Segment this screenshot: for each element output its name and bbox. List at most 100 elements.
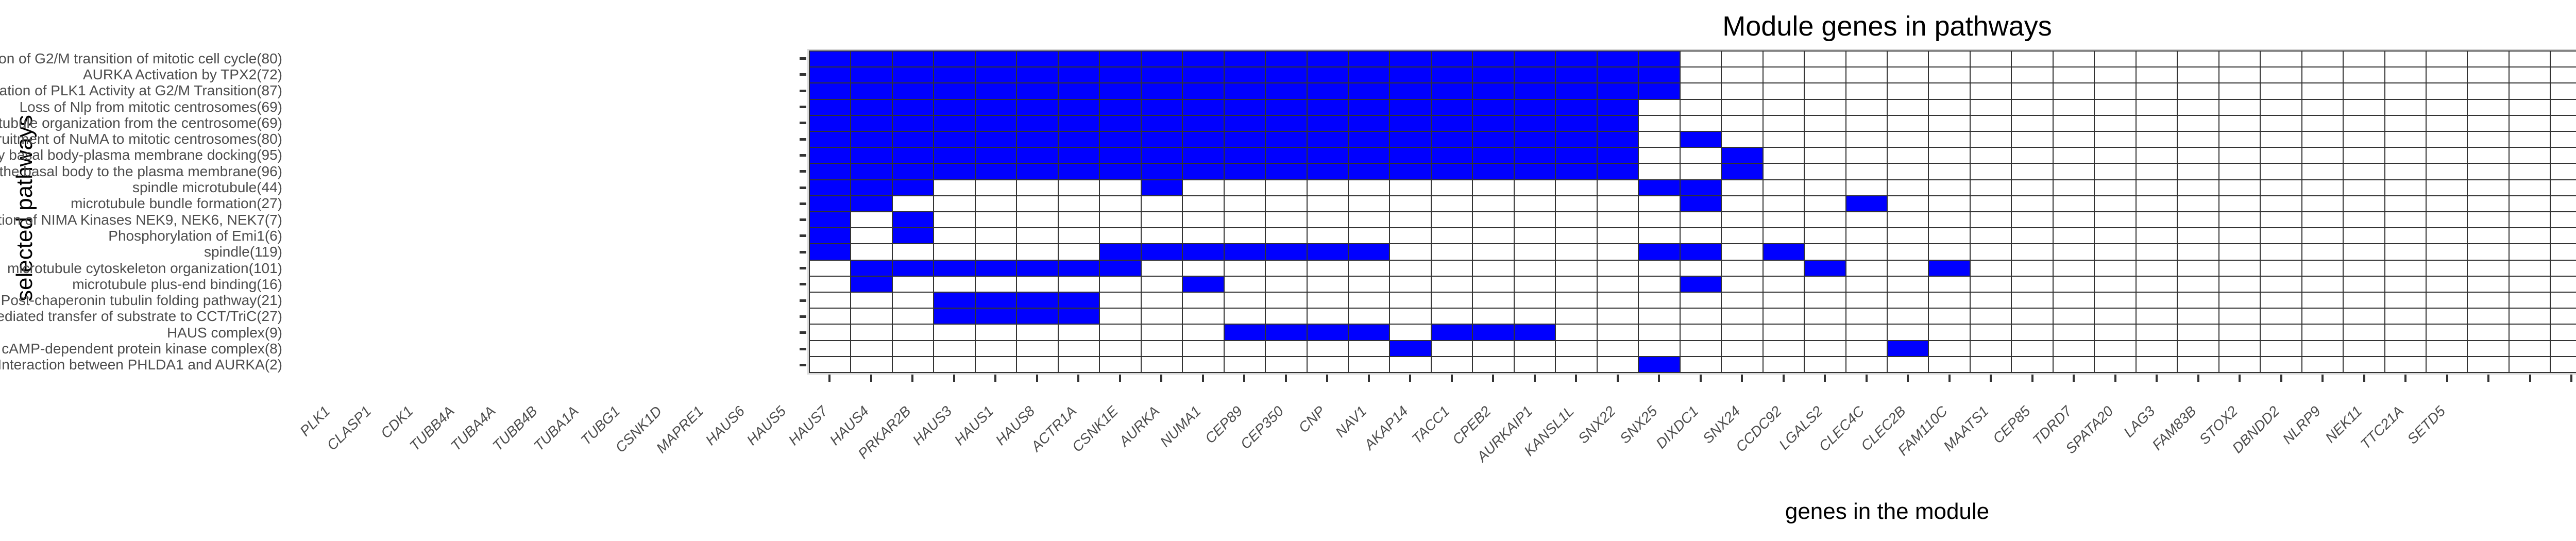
heatmap-cell xyxy=(1307,212,1348,228)
heatmap-cell xyxy=(2385,164,2426,179)
x-tick xyxy=(1533,375,1536,382)
heatmap-cell xyxy=(934,83,975,99)
col-label: TTC21A xyxy=(2357,403,2407,452)
col-label: NAV1 xyxy=(1332,403,1370,441)
heatmap-cell xyxy=(1970,276,2011,292)
heatmap-cell xyxy=(1556,244,1597,260)
x-tick xyxy=(2114,375,2116,382)
y-tick xyxy=(800,283,806,286)
heatmap-cell xyxy=(1307,180,1348,195)
heatmap-cell xyxy=(851,309,892,324)
heatmap-grid xyxy=(809,50,2576,373)
heatmap-cell xyxy=(1639,148,1680,163)
heatmap-cell xyxy=(1307,148,1348,163)
heatmap-cell xyxy=(2551,148,2576,163)
heatmap-cell xyxy=(2427,357,2467,372)
heatmap-cell xyxy=(1722,293,1762,308)
row-label: Activation of NIMA Kinases NEK9, NEK6, N… xyxy=(0,211,282,228)
heatmap-cell xyxy=(851,244,892,260)
x-tick xyxy=(1118,375,1121,382)
heatmap-cell xyxy=(2427,52,2467,67)
heatmap-cell xyxy=(1680,276,1721,292)
heatmap-cell xyxy=(1597,341,1638,356)
x-tick xyxy=(1492,375,1495,382)
heatmap-cell xyxy=(1763,164,1804,179)
heatmap-cell xyxy=(1183,115,1224,131)
heatmap-cell xyxy=(1266,180,1307,195)
heatmap-cell xyxy=(2219,309,2260,324)
heatmap-cell xyxy=(1639,260,1680,276)
heatmap-cell xyxy=(1100,357,1141,372)
heatmap-cell xyxy=(1680,228,1721,244)
heatmap-cell xyxy=(2302,357,2343,372)
heatmap-cell xyxy=(1556,99,1597,115)
heatmap-cell xyxy=(2468,164,2509,179)
heatmap-cell xyxy=(2344,180,2384,195)
heatmap-cell xyxy=(2344,196,2384,211)
heatmap-cell xyxy=(1846,83,1887,99)
heatmap-cell xyxy=(1970,260,2011,276)
x-tick xyxy=(2156,375,2158,382)
heatmap-cell xyxy=(1929,148,1970,163)
heatmap-cell xyxy=(934,276,975,292)
heatmap-cell xyxy=(2219,196,2260,211)
heatmap-cell xyxy=(2053,357,2094,372)
heatmap-cell xyxy=(2385,52,2426,67)
heatmap-cell xyxy=(1763,276,1804,292)
heatmap-cell xyxy=(2551,293,2576,308)
heatmap-cell xyxy=(1722,52,1762,67)
heatmap-cell xyxy=(1929,293,1970,308)
heatmap-cell xyxy=(2095,99,2136,115)
heatmap-cell xyxy=(851,67,892,83)
heatmap-cell xyxy=(1473,293,1514,308)
x-tick xyxy=(2239,375,2241,382)
heatmap-cell xyxy=(810,309,851,324)
heatmap-cell xyxy=(1514,83,1555,99)
heatmap-cell xyxy=(1639,276,1680,292)
row-label: Post-chaperonin tubulin folding pathway(… xyxy=(1,292,282,309)
heatmap-cell xyxy=(1266,115,1307,131)
heatmap-cell xyxy=(2012,67,2053,83)
heatmap-cell xyxy=(1307,276,1348,292)
heatmap-cell xyxy=(810,260,851,276)
heatmap-cell xyxy=(975,148,1016,163)
heatmap-cell xyxy=(2509,99,2550,115)
heatmap-cell xyxy=(1183,83,1224,99)
heatmap-cell xyxy=(1763,212,1804,228)
heatmap-cell xyxy=(1473,148,1514,163)
heatmap-cell xyxy=(2219,357,2260,372)
heatmap-cell xyxy=(2302,132,2343,147)
heatmap-cell xyxy=(2302,212,2343,228)
col-label: CDK1 xyxy=(377,403,416,442)
heatmap-cell xyxy=(1556,83,1597,99)
heatmap-cell xyxy=(1639,196,1680,211)
heatmap-cell xyxy=(1929,52,1970,67)
heatmap-cell xyxy=(1349,148,1389,163)
heatmap-cell xyxy=(2095,276,2136,292)
heatmap-cell xyxy=(1141,357,1182,372)
heatmap-cell xyxy=(892,196,934,211)
heatmap-cell xyxy=(1307,228,1348,244)
heatmap-cell xyxy=(1722,99,1762,115)
heatmap-cell xyxy=(851,276,892,292)
heatmap-cell xyxy=(1846,212,1887,228)
heatmap-cell xyxy=(2053,260,2094,276)
heatmap-cell xyxy=(2178,293,2218,308)
heatmap-cell xyxy=(1100,325,1141,340)
heatmap-cell xyxy=(934,180,975,195)
heatmap-cell xyxy=(1805,276,1845,292)
heatmap-cell xyxy=(1556,325,1597,340)
heatmap-cell xyxy=(2219,52,2260,67)
heatmap-cell xyxy=(1017,293,1058,308)
heatmap-cell xyxy=(2302,309,2343,324)
heatmap-cell xyxy=(975,244,1016,260)
heatmap-cell xyxy=(1970,341,2011,356)
heatmap-cell xyxy=(2427,341,2467,356)
col-label: TUBA4A xyxy=(448,403,499,454)
heatmap-cell xyxy=(2468,357,2509,372)
col-label: NUMA1 xyxy=(1157,403,1204,450)
heatmap-cell xyxy=(2468,244,2509,260)
heatmap-cell xyxy=(2344,132,2384,147)
heatmap-cell xyxy=(1597,212,1638,228)
heatmap-cell xyxy=(2551,357,2576,372)
